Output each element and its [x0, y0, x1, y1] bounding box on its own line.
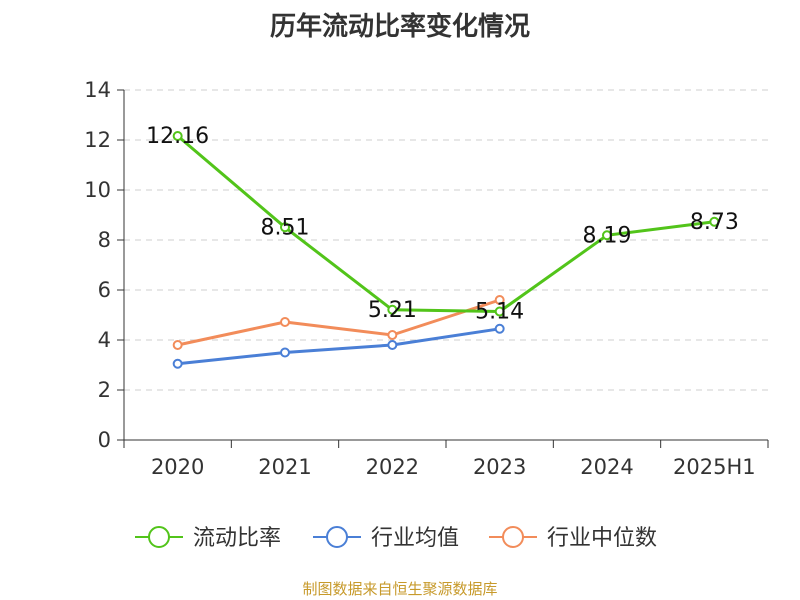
data-point: [494, 323, 505, 334]
x-tick-label: 2023: [473, 455, 526, 479]
data-point: [494, 306, 505, 317]
data-point: [280, 317, 290, 327]
data-label: 8.73: [690, 210, 739, 235]
data-point: [709, 216, 720, 227]
data-label: 5.14: [475, 300, 524, 325]
x-tick-label: 2021: [258, 455, 311, 479]
legend-marker: [326, 526, 348, 548]
y-tick-label: 4: [98, 328, 111, 352]
data-label: 5.21: [368, 298, 417, 323]
data-point: [387, 340, 398, 350]
y-tick-label: 8: [98, 228, 111, 252]
y-tick-label: 10: [84, 178, 111, 202]
data-point: [280, 222, 290, 233]
x-tick-label: 2020: [151, 455, 204, 479]
data-label: 12.16: [146, 124, 209, 149]
data-point: [280, 347, 290, 358]
x-tick-label: 2025H1: [673, 455, 756, 479]
data-point: [172, 358, 183, 369]
data-point: [387, 330, 398, 340]
series-line: [176, 134, 716, 313]
legend-marker: [148, 526, 170, 548]
chart-title: 历年流动比率变化情况: [269, 12, 530, 42]
x-tick-label: 2024: [580, 455, 633, 479]
data-label: 8.51: [261, 215, 310, 240]
series-line: [176, 327, 502, 366]
legend-label: 行业均值: [371, 526, 459, 551]
y-tick-label: 14: [84, 78, 111, 102]
legend-label: 行业中位数: [547, 526, 657, 551]
data-point: [172, 131, 183, 141]
source-note: 制图数据来自恒生聚源数据库: [302, 580, 498, 598]
data-point: [387, 304, 398, 315]
y-tick-label: 2: [98, 378, 111, 402]
data-point: [494, 295, 505, 305]
data-point: [602, 230, 612, 241]
series-line: [176, 298, 502, 347]
data-label: 8.19: [583, 223, 632, 248]
x-tick-label: 2022: [366, 455, 419, 479]
y-tick-label: 0: [98, 428, 111, 452]
data-point: [172, 340, 183, 350]
legend-marker: [502, 526, 524, 548]
y-tick-label: 6: [98, 278, 111, 302]
legend-label: 流动比率: [193, 526, 281, 551]
y-tick-label: 12: [84, 128, 111, 152]
